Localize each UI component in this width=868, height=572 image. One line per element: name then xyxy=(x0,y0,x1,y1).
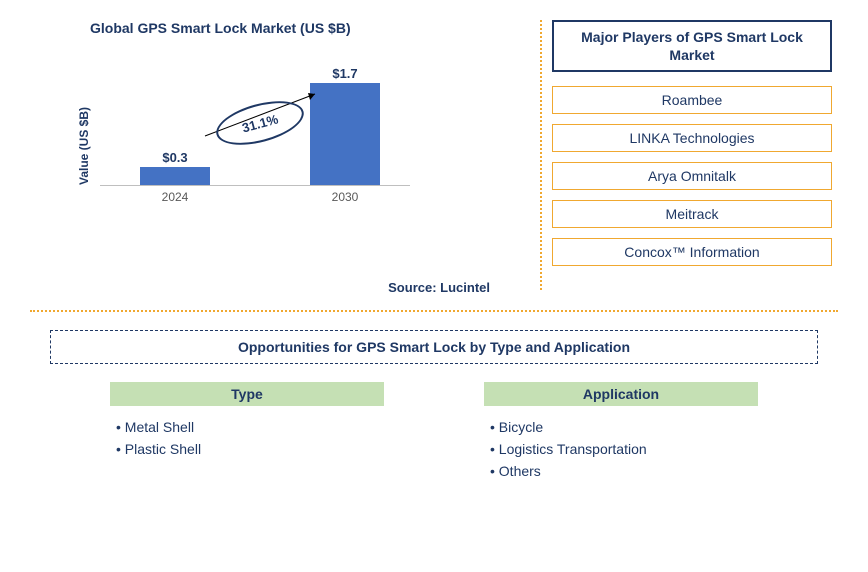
app-item: Logistics Transportation xyxy=(484,438,758,460)
vertical-divider xyxy=(540,20,542,290)
x-label-2030: 2030 xyxy=(310,190,380,204)
type-column: Type Metal Shell Plastic Shell xyxy=(110,382,384,482)
cagr-value: 31.1% xyxy=(212,93,309,153)
player-linka: LINKA Technologies xyxy=(552,124,832,152)
x-label-2024: 2024 xyxy=(140,190,210,204)
player-roambee: Roambee xyxy=(552,86,832,114)
y-axis-label: Value (US $B) xyxy=(77,107,91,185)
application-column: Application Bicycle Logistics Transporta… xyxy=(484,382,758,482)
cagr-text: 31.1% xyxy=(240,111,280,135)
chart-panel: Global GPS Smart Lock Market (US $B) Val… xyxy=(30,20,530,300)
top-section: Global GPS Smart Lock Market (US $B) Val… xyxy=(30,20,838,300)
players-panel: Major Players of GPS Smart Lock Market R… xyxy=(552,20,832,300)
app-item: Others xyxy=(484,460,758,482)
horizontal-divider xyxy=(30,310,838,312)
bar-2024-label: $0.3 xyxy=(140,150,210,165)
type-item: Plastic Shell xyxy=(110,438,384,460)
bar-2030-label: $1.7 xyxy=(310,66,380,81)
players-header: Major Players of GPS Smart Lock Market xyxy=(552,20,832,72)
chart-area: Value (US $B) $0.3 $1.7 31.1% 2024 2030 xyxy=(90,66,470,226)
x-axis-labels: 2024 2030 xyxy=(100,190,410,210)
player-concox: Concox™ Information xyxy=(552,238,832,266)
type-header: Type xyxy=(110,382,384,406)
bar-2030: $1.7 xyxy=(310,83,380,185)
application-header: Application xyxy=(484,382,758,406)
player-arya: Arya Omnitalk xyxy=(552,162,832,190)
type-item: Metal Shell xyxy=(110,416,384,438)
chart-source: Source: Lucintel xyxy=(388,280,490,295)
bar-2024: $0.3 xyxy=(140,167,210,185)
player-meitrack: Meitrack xyxy=(552,200,832,228)
chart-plot: $0.3 $1.7 31.1% xyxy=(100,66,410,186)
opportunities-header: Opportunities for GPS Smart Lock by Type… xyxy=(50,330,818,364)
chart-title: Global GPS Smart Lock Market (US $B) xyxy=(90,20,530,36)
opportunities-columns: Type Metal Shell Plastic Shell Applicati… xyxy=(30,382,838,482)
app-item: Bicycle xyxy=(484,416,758,438)
